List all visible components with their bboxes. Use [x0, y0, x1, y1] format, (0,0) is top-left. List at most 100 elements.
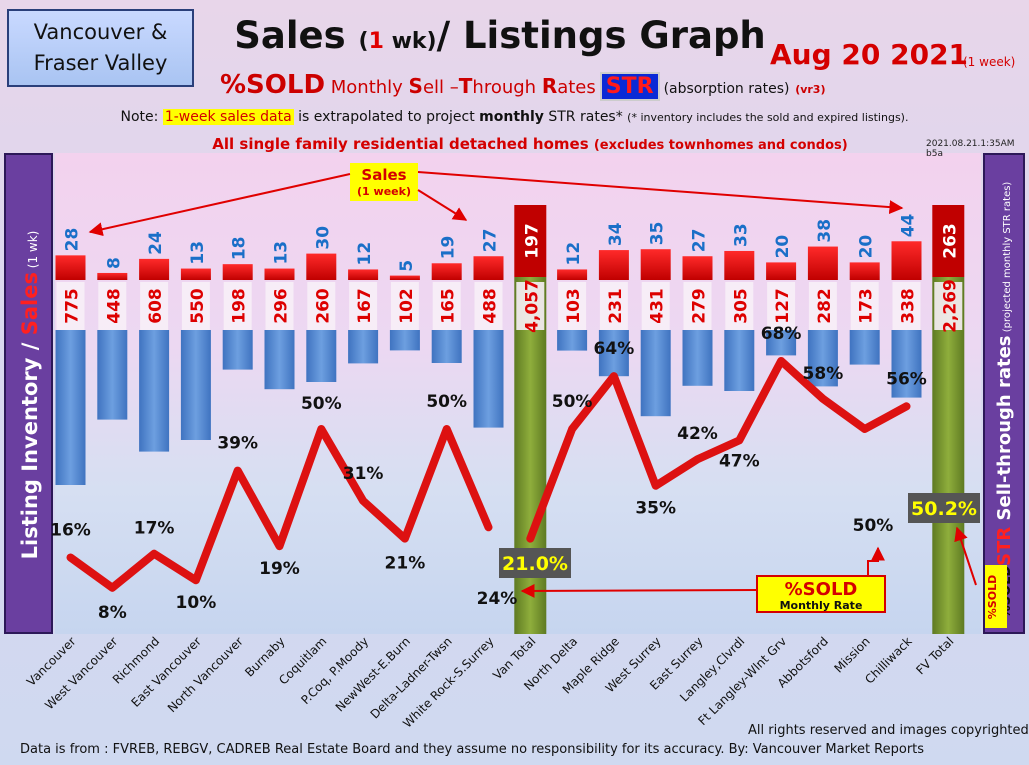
inventory-bar — [139, 330, 170, 452]
sales-arrow-mid — [417, 189, 468, 221]
right-axis-panel — [983, 153, 1025, 634]
left-axis-part3: (1 wk) — [26, 231, 40, 272]
subtitle-ates: ates — [557, 77, 596, 98]
str-label: 58% — [803, 364, 844, 384]
str-label: 50% — [301, 394, 342, 414]
subtitle-s: S — [408, 74, 423, 98]
inventory-bar — [724, 330, 755, 391]
note-prefix: Note: — [120, 109, 163, 125]
inventory-label: 448 — [104, 288, 124, 324]
inventory-label-box — [934, 282, 963, 330]
sales-bar — [807, 246, 838, 280]
sales-label: 5 — [397, 260, 417, 272]
inventory-label-box — [140, 282, 169, 330]
inventory-bar — [389, 330, 420, 351]
sales-label: 27 — [690, 229, 710, 253]
sales-bar — [682, 256, 713, 280]
pct-sold-callout-box — [756, 575, 886, 613]
str-label: 17% — [134, 519, 175, 539]
sales-bar — [766, 262, 797, 280]
subtitle-monthly: Monthly — [325, 77, 409, 98]
sales-label: 44 — [899, 213, 919, 237]
sales-label: 35 — [648, 222, 668, 246]
inventory-bar — [849, 330, 880, 365]
methodology-note: Note: 1-week sales data is extrapolated … — [0, 109, 1029, 125]
subtitle-ell: ell – — [422, 77, 459, 98]
inventory-label-box — [641, 282, 670, 330]
inventory-label: 608 — [146, 288, 166, 324]
str-label: 50% — [552, 392, 593, 412]
inventory-bar — [557, 330, 588, 351]
inventory-label-box — [98, 282, 127, 330]
subtitle-r: R — [541, 74, 558, 98]
inventory-label-box — [808, 282, 837, 330]
note-highlight: 1-week sales data — [162, 109, 294, 125]
sales-bar — [348, 269, 379, 280]
str-label: 39% — [217, 434, 258, 454]
pct-sold-callout-line1: %SOLD — [785, 579, 858, 600]
note-after: STR rates* — [543, 109, 628, 125]
inventory-bar — [891, 330, 922, 398]
left-axis-part2: Sales — [18, 272, 42, 335]
inventory-label: 550 — [188, 288, 208, 324]
inventory-label: 260 — [313, 288, 333, 324]
sales-label: 34 — [606, 222, 626, 246]
inventory-bar — [97, 330, 128, 420]
inventory-label-box — [850, 282, 879, 330]
inventory-bar — [264, 330, 295, 390]
inventory-label: 2,269 — [940, 279, 960, 333]
inventory-label-box — [767, 282, 796, 330]
note-tiny: (* inventory includes the sold and expir… — [627, 111, 909, 124]
sales-bar — [431, 263, 462, 280]
sales-bar — [139, 258, 170, 280]
inventory-label: 102 — [397, 288, 417, 324]
right-axis-main: Sell-through rates — [994, 335, 1015, 526]
left-axis-title: Listing Inventory / Sales (1 wk) — [18, 231, 42, 560]
inventory-label: 338 — [899, 288, 919, 324]
str-line-fraser-valley — [526, 356, 911, 543]
sales-bar — [849, 262, 880, 280]
left-axis-panel — [4, 153, 53, 634]
sales-bar — [473, 256, 504, 280]
sales-label: 20 — [773, 235, 793, 259]
sales-label: 20 — [857, 235, 877, 259]
title-paren-num: 1 — [368, 29, 384, 54]
inventory-label: 198 — [230, 288, 250, 324]
str-label: 31% — [343, 464, 384, 484]
report-date: Aug 20 2021 — [770, 38, 969, 71]
str-label: 50% — [853, 516, 894, 536]
total-str-label: 21.0% — [502, 553, 568, 575]
inventory-bar — [766, 330, 797, 356]
inventory-label: 488 — [481, 288, 501, 324]
sales-bar — [55, 255, 86, 280]
sales-arrow-left — [88, 173, 351, 237]
region-line2: Fraser Valley — [33, 51, 168, 75]
str-label: 64% — [594, 339, 635, 359]
str-label: 56% — [886, 369, 927, 389]
inventory-label-box — [892, 282, 921, 330]
inventory-label: 279 — [690, 288, 710, 324]
inventory-label: 4,057 — [522, 279, 542, 333]
inventory-label: 173 — [857, 288, 877, 324]
sales-label: 19 — [439, 236, 459, 260]
sales-label: 28 — [63, 228, 83, 252]
inventory-label-box — [307, 282, 336, 330]
sales-callout-line2: (1 week) — [357, 185, 411, 198]
str-label: 42% — [677, 424, 718, 444]
right-axis-sub: (projected monthly STR rates) — [1002, 182, 1013, 336]
inventory-bar — [180, 330, 211, 440]
title-listings: / Listings Graph — [436, 14, 766, 57]
right-str-box — [985, 565, 1007, 628]
str-label: 35% — [635, 499, 676, 519]
inventory-label: 775 — [63, 288, 83, 324]
sales-label: 13 — [272, 241, 292, 265]
str-badge: STR — [599, 72, 660, 101]
inventory-bar — [431, 330, 462, 363]
total-str-box — [908, 493, 980, 523]
total-sales-box — [514, 205, 547, 277]
inventory-label: 431 — [648, 288, 668, 324]
sales-label: 13 — [188, 241, 208, 265]
x-tick-label: West Vancouver — [42, 634, 120, 712]
x-tick-label: NewWest-E.Burn — [333, 634, 413, 714]
